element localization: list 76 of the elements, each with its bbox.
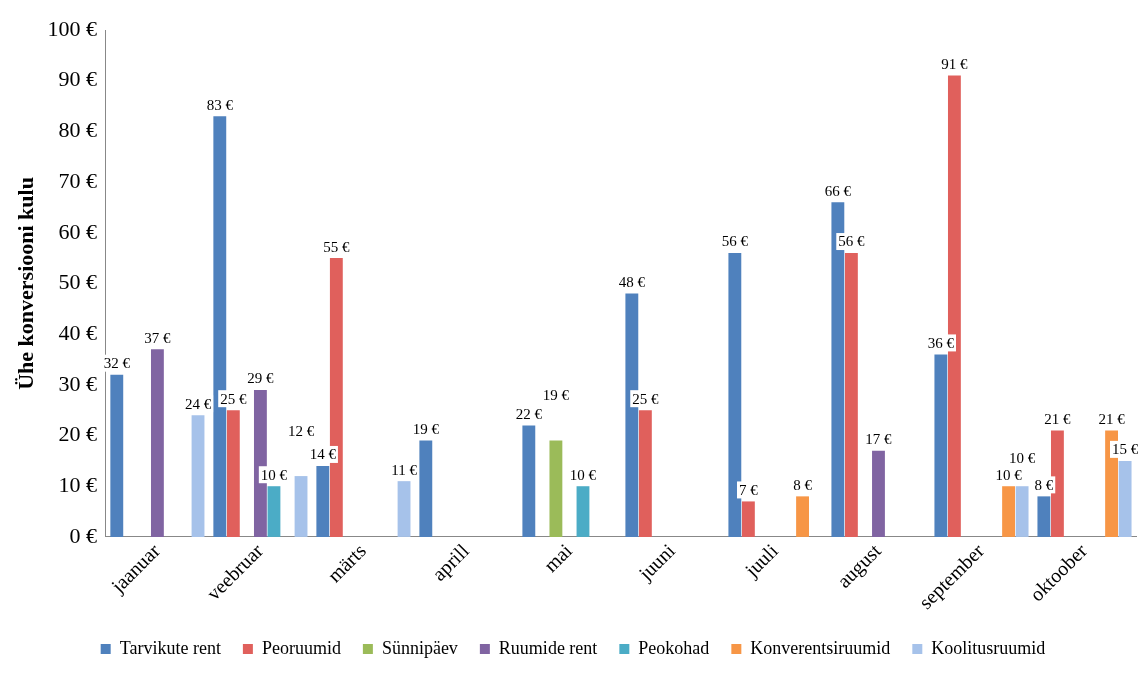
- bar: [1015, 486, 1029, 537]
- data-label: 21 €: [1044, 410, 1072, 427]
- bar: [872, 450, 885, 537]
- data-label: 10 €: [995, 466, 1023, 483]
- y-tick-label: 20 €: [58, 421, 97, 447]
- bar: [316, 465, 330, 537]
- y-tick-label: 50 €: [58, 269, 97, 295]
- bar: [947, 75, 961, 537]
- legend-label: Tarvikute rent: [119, 637, 221, 658]
- bar: [191, 415, 205, 537]
- bar: [110, 374, 124, 537]
- data-label: 17 €: [865, 431, 893, 448]
- data-label: 24 €: [184, 395, 212, 412]
- legend-label: Peoruumid: [261, 637, 341, 658]
- data-label: 15 €: [1111, 441, 1139, 458]
- legend-label: Koolitusruumid: [931, 637, 1046, 658]
- data-label: 25 €: [632, 390, 659, 407]
- bar: [741, 501, 755, 537]
- legend-label: Ruumide rent: [498, 637, 598, 658]
- y-tick-label: 30 €: [58, 370, 97, 396]
- y-tick-label: 60 €: [58, 218, 97, 244]
- data-label: 19 €: [412, 421, 440, 438]
- data-label: 8 €: [1034, 476, 1054, 493]
- bar: [1037, 496, 1051, 537]
- data-label: 22 €: [515, 405, 543, 422]
- bar: [150, 349, 164, 537]
- data-label: 91 €: [941, 56, 969, 73]
- data-label: 66 €: [824, 182, 852, 199]
- y-tick-label: 80 €: [58, 117, 97, 143]
- data-label: 7 €: [739, 481, 759, 498]
- data-label: 29 €: [247, 370, 275, 387]
- data-label: 83 €: [206, 96, 234, 113]
- data-label: 11 €: [391, 461, 418, 478]
- bar: [419, 440, 433, 537]
- data-label: 12 €: [287, 422, 315, 439]
- bar: [934, 354, 948, 537]
- data-label: 8 €: [793, 476, 813, 493]
- bar: [549, 440, 563, 537]
- bar: [1118, 460, 1132, 537]
- data-label: 48 €: [618, 274, 646, 291]
- data-label: 14 €: [309, 446, 337, 463]
- bar: [294, 476, 308, 537]
- y-tick-label: 40 €: [58, 319, 97, 345]
- bar: [728, 253, 742, 537]
- data-label: 21 €: [1098, 410, 1126, 427]
- data-label: 56 €: [838, 233, 866, 250]
- y-tick-label: 100 €: [47, 15, 97, 41]
- data-label: 32 €: [103, 355, 131, 372]
- legend-label: Peokohad: [638, 637, 710, 658]
- bar: [329, 258, 343, 537]
- data-label: 19 €: [542, 387, 570, 404]
- y-tick-label: 70 €: [58, 167, 97, 193]
- bar: [638, 410, 652, 537]
- bar: [844, 253, 858, 537]
- bar: [397, 481, 411, 537]
- data-label: 55 €: [323, 238, 350, 255]
- data-label: 36 €: [927, 334, 955, 351]
- legend-label: Konverentsiruumid: [750, 637, 891, 658]
- data-label: 37 €: [144, 329, 172, 346]
- bar: [1002, 486, 1015, 537]
- data-label: 56 €: [721, 233, 749, 250]
- legend-label: Sünnipäev: [381, 637, 458, 658]
- data-label: 25 €: [220, 390, 247, 407]
- data-label: 10 €: [569, 466, 597, 483]
- data-label: 10 €: [260, 466, 288, 483]
- bar: [576, 486, 590, 537]
- bar: [267, 486, 281, 537]
- y-tick-label: 10 €: [58, 472, 97, 497]
- bar: [226, 410, 240, 537]
- y-axis-title: Ühe konversiooni kulu: [12, 177, 38, 390]
- bar: [796, 496, 809, 537]
- data-label: 10 €: [1008, 449, 1036, 466]
- y-tick-label: 0 €: [69, 522, 97, 548]
- x-tick-label: mai: [539, 539, 577, 577]
- bar: [522, 425, 536, 537]
- y-tick-label: 90 €: [58, 66, 97, 92]
